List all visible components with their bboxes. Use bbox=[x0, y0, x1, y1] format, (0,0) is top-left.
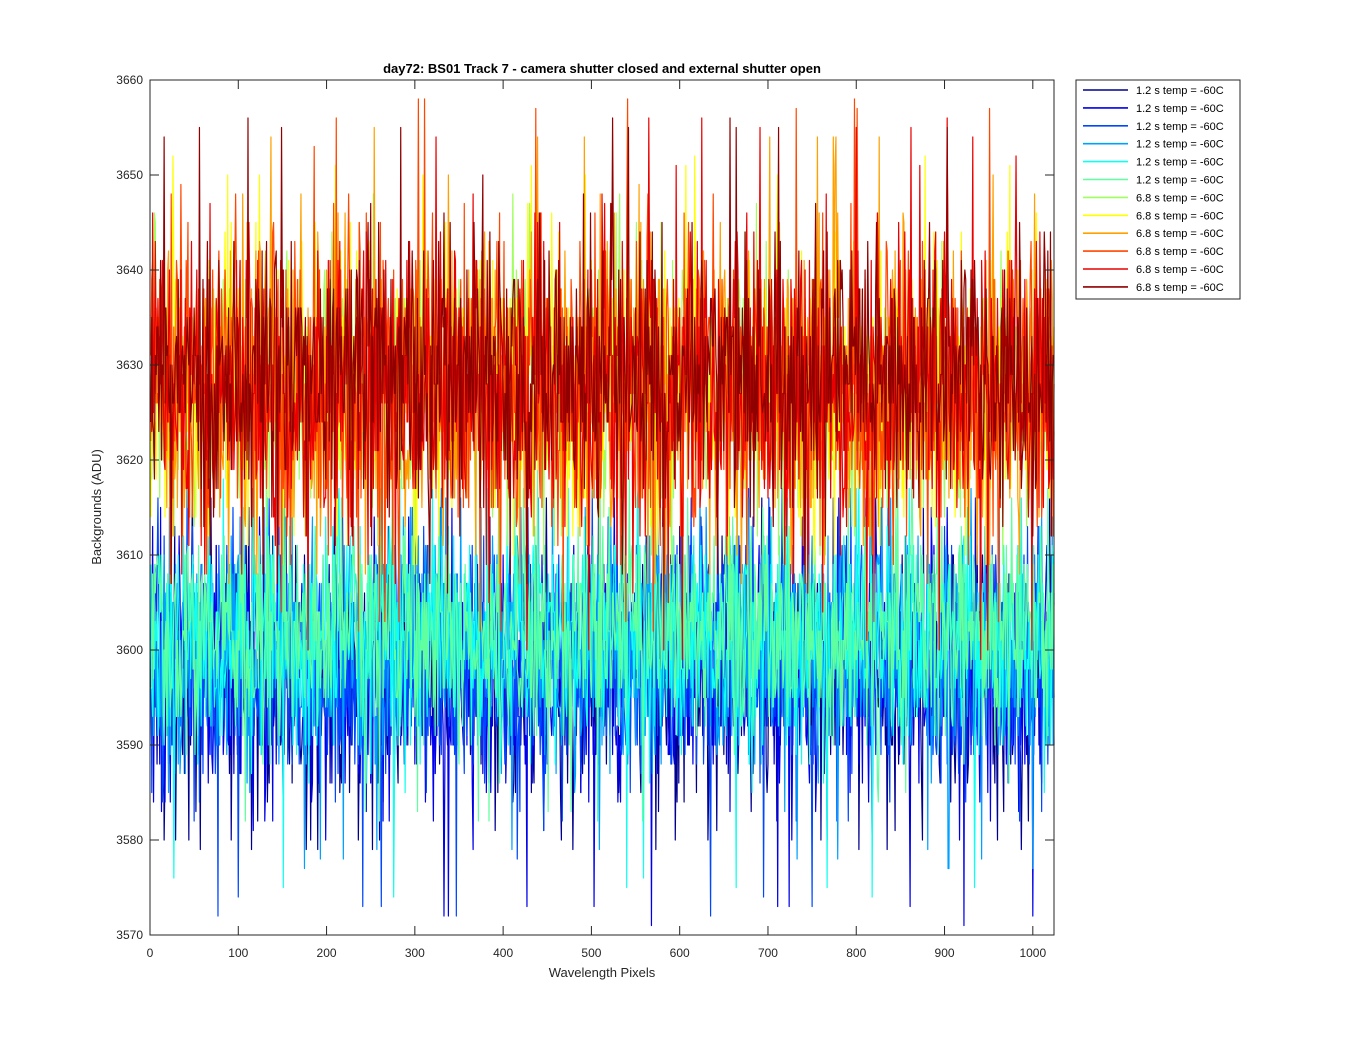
x-tick-label: 700 bbox=[758, 946, 778, 960]
series-line bbox=[150, 478, 1055, 898]
legend-label: 6.8 s temp = -60C bbox=[1136, 210, 1224, 222]
x-axis-ticks: 0 100 200 300 400 500 600 700 800 900 1000 bbox=[147, 80, 1046, 960]
y-tick-label: 3660 bbox=[116, 73, 143, 87]
x-tick-label: 300 bbox=[405, 946, 425, 960]
y-axis-label: Backgrounds (ADU) bbox=[89, 449, 104, 565]
x-tick-label: 900 bbox=[935, 946, 955, 960]
legend-label: 1.2 s temp = -60C bbox=[1136, 139, 1224, 151]
legend-label: 1.2 s temp = -60C bbox=[1136, 157, 1224, 169]
y-tick-label: 3580 bbox=[116, 833, 143, 847]
plot-frame bbox=[149, 79, 1055, 936]
series-line bbox=[150, 468, 1055, 822]
y-tick-label: 3630 bbox=[116, 358, 143, 372]
x-tick-label: 800 bbox=[846, 946, 866, 960]
y-tick-label: 3640 bbox=[116, 263, 143, 277]
x-tick-label: 100 bbox=[228, 946, 248, 960]
legend-label: 1.2 s temp = -60C bbox=[1136, 121, 1224, 133]
legend-box bbox=[1075, 79, 1241, 300]
y-tick-label: 3590 bbox=[116, 738, 143, 752]
legend-label: 6.8 s temp = -60C bbox=[1136, 228, 1224, 240]
legend-label: 1.2 s temp = -60C bbox=[1136, 103, 1224, 115]
x-tick-label: 500 bbox=[581, 946, 601, 960]
legend-label: 6.8 s temp = -60C bbox=[1136, 264, 1224, 276]
y-tick-label: 3620 bbox=[116, 453, 143, 467]
y-axis-ticks: 3570 3580 3590 3600 3610 3620 3630 3640 3650 3660 bbox=[116, 73, 1054, 942]
legend-label: 1.2 s temp = -60C bbox=[1136, 175, 1224, 187]
legend-label: 1.2 s temp = -60C bbox=[1136, 85, 1224, 97]
legend-label: 6.8 s temp = -60C bbox=[1136, 192, 1224, 204]
legend-label: 6.8 s temp = -60C bbox=[1136, 246, 1224, 258]
series-line bbox=[150, 117, 1054, 594]
x-tick-label: 600 bbox=[670, 946, 690, 960]
x-tick-label: 1000 bbox=[1019, 946, 1046, 960]
series-lines bbox=[150, 98, 1055, 927]
x-tick-label: 400 bbox=[493, 946, 513, 960]
y-tick-label: 3570 bbox=[116, 928, 143, 942]
chart-title: day72: BS01 Track 7 - camera shutter clo… bbox=[383, 61, 821, 76]
y-tick-label: 3610 bbox=[116, 548, 143, 562]
legend: 1.2 s temp = -60C 1.2 s temp = -60C 1.2 s … bbox=[1075, 79, 1241, 300]
x-tick-label: 0 bbox=[147, 946, 154, 960]
y-tick-label: 3600 bbox=[116, 643, 143, 657]
y-tick-label: 3650 bbox=[116, 168, 143, 182]
x-tick-label: 200 bbox=[317, 946, 337, 960]
legend-label: 6.8 s temp = -60C bbox=[1136, 282, 1224, 294]
x-axis-label: Wavelength Pixels bbox=[549, 965, 656, 980]
